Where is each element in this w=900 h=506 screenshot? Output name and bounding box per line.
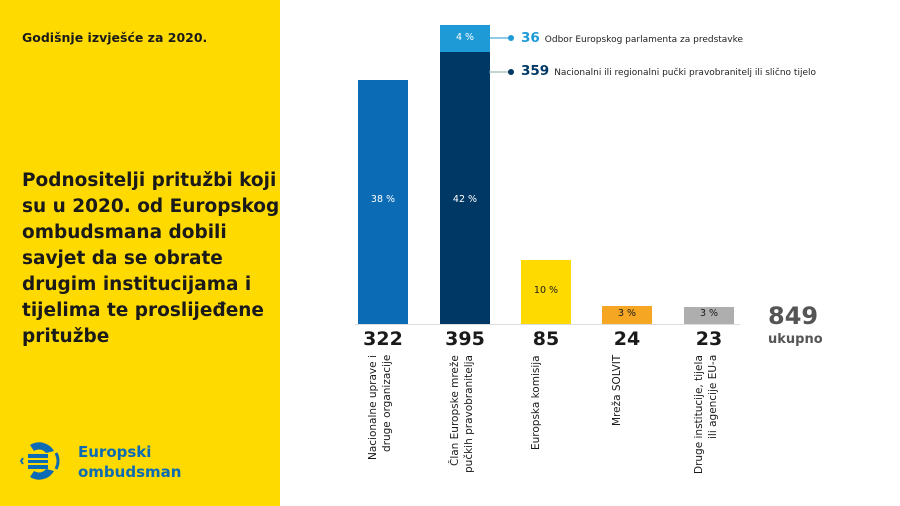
bar: 38 % [358,80,408,324]
category-label: Mreža SOLVIT [611,355,623,427]
brand-line1: Europski [78,443,152,461]
bar: 3 % [602,305,652,324]
value-label: 85 [532,328,560,350]
category-label: Nacionalne uprave i druge organizacije [367,355,393,460]
brand-name: Europski ombudsman [78,442,181,482]
total-value: 849 [768,302,819,330]
brand-line2: ombudsman [78,463,182,481]
baseline [355,324,740,325]
percent-label: 3 % [699,308,719,320]
european-ombudsman-logo-icon [20,442,60,480]
category-label: Druge institucije, tijela ili agencije E… [693,355,719,474]
page-title: Podnositelji pritužbi koji su u 2020. od… [22,170,280,347]
bar: 3 % [684,306,734,324]
leader-dot [508,35,514,41]
annotation-committee: 36 Odbor Europskog parlamenta za predstav… [521,30,743,46]
annotation-value: 359 [521,63,550,79]
bar-segment-committee: 4 % [440,25,490,53]
leader-dot [508,69,514,75]
annotation-value: 36 [521,30,540,46]
title-panel: Godišnje izvješće za 2020. Podnositelji … [0,0,280,506]
bar-segment-ombudsman: 42 % [440,52,490,324]
value-label: 23 [695,328,723,350]
bar: 10 % [521,259,571,324]
annotation-ombudsman: 359 Nacionalni ili regionalni pučki pravo… [521,63,816,79]
percent-label: 38 % [370,193,396,205]
value-label: 395 [445,328,485,350]
annotation-text: Odbor Europskog parlamenta za predstavke [544,35,744,45]
percent-label: 42 % [452,193,478,205]
annotation-text: Nacionalni ili regionalni pučki pravobra… [554,68,816,78]
percent-label: 3 % [617,307,637,319]
percent-label: 4 % [455,31,475,43]
value-label: 322 [363,328,403,350]
total-label: ukupno [768,332,823,347]
category-label: Član Europske mreže pučkih pravobranitel… [449,355,475,473]
percent-label: 10 % [533,284,559,296]
category-label: Europska komisija [530,355,542,450]
report-label: Godišnje izvješće za 2020. [22,30,208,45]
value-label: 24 [613,328,641,350]
